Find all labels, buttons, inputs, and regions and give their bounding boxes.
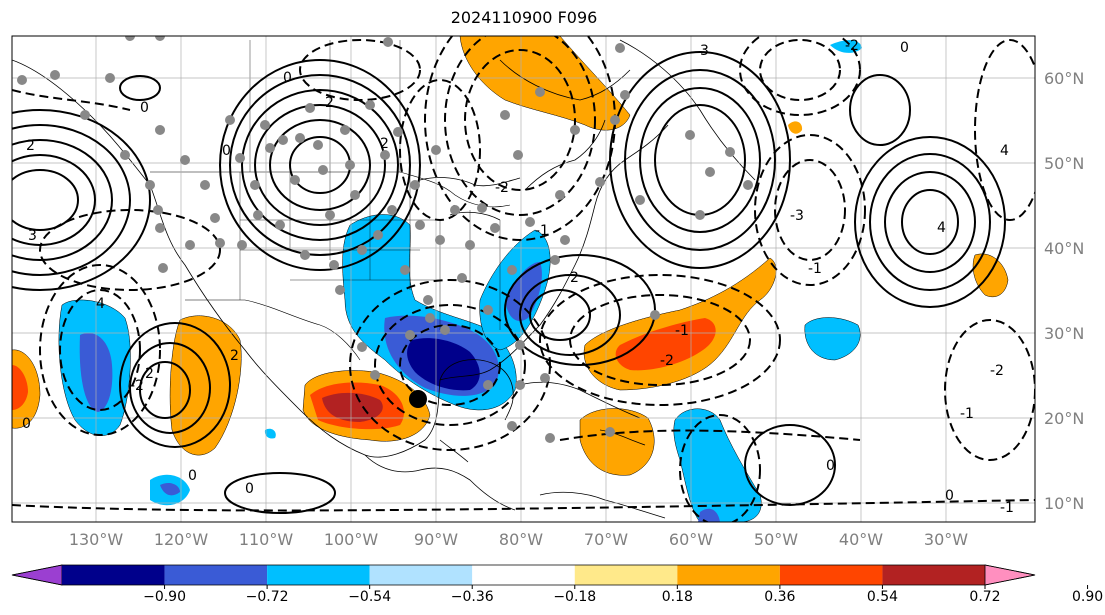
contour-label: -1 [535, 223, 549, 239]
gridlines [12, 36, 1035, 522]
map-title: 2024110900 F096 [450, 8, 598, 27]
colorbar-tick-label: −0.36 [451, 589, 494, 605]
contour-label: 3 [700, 43, 709, 59]
lon-label: 60°W [669, 530, 713, 549]
contour-label: -2 [130, 378, 144, 394]
lat-label: 20°N [1044, 409, 1084, 428]
contour-label: 4 [937, 220, 946, 236]
contour-labels: 0 0 0 0 0 0 0 0 0 2 2 2 2 4 4 3 2 3 2 -2… [22, 38, 1014, 516]
colorbar-segment [164, 565, 268, 585]
contour-label: 0 [22, 416, 31, 432]
contour-label: 0 [900, 40, 909, 56]
colorbar-segment [677, 565, 780, 585]
negative-contours [12, 36, 1035, 522]
contour-label: -2 [660, 353, 674, 369]
lon-label: 100°W [324, 530, 379, 549]
contour-label: 2 [570, 270, 579, 286]
colorbar-segment [267, 565, 370, 585]
colorbar-tick-label: 0.54 [867, 589, 898, 605]
contour-label: 0 [945, 488, 954, 504]
lon-label: 50°W [754, 530, 798, 549]
lat-label: 60°N [1044, 69, 1084, 88]
colorbar-tick-label: −0.90 [143, 589, 186, 605]
contour-label: -2 [845, 38, 859, 54]
colorbar-extend-low [11, 564, 63, 586]
colorbar-tick-label: 0.90 [1072, 589, 1103, 605]
lon-label: 110°W [239, 530, 294, 549]
colorbar-segment [62, 565, 165, 585]
contour-label: 2 [380, 136, 389, 152]
contour-label: 4 [96, 296, 105, 312]
contour-label: -2 [495, 180, 509, 196]
colorbar-tick-label: −0.18 [553, 589, 596, 605]
contour-label: -1 [675, 323, 689, 339]
colorbar-tick-label: 0.36 [764, 589, 795, 605]
colorbar-tick-label: 0.72 [969, 589, 1000, 605]
contour-label: 4 [1000, 143, 1009, 159]
lon-label: 120°W [154, 530, 209, 549]
colorbar-segment [574, 565, 678, 585]
contour-label: 0 [245, 481, 254, 497]
colorbar-outline [11, 564, 1036, 586]
colorbar-segment [472, 565, 575, 585]
contour-label: 0 [188, 468, 197, 484]
colorbar-tick-label: 0.18 [662, 589, 693, 605]
colorbar-extend-high [984, 564, 1036, 586]
colorbar-tick-label: −0.72 [246, 589, 289, 605]
lon-label: 30°W [924, 530, 968, 549]
station-dots [17, 36, 753, 443]
contour-label: 2 [325, 95, 334, 111]
contour-label: -1 [808, 261, 822, 277]
storm-marker [409, 390, 427, 408]
lon-label: 90°W [414, 530, 458, 549]
contour-label: -1 [1000, 500, 1014, 516]
colorbar-segment [369, 565, 473, 585]
contour-label: 2 [145, 366, 154, 382]
contour-label: 0 [283, 70, 292, 86]
lat-label: 50°N [1044, 154, 1084, 173]
colorbar-segment [882, 565, 985, 585]
contour-label: -1 [960, 406, 974, 422]
colorbar-segment [779, 565, 883, 585]
contour-label: 0 [826, 458, 835, 474]
lon-label: 70°W [584, 530, 628, 549]
lat-label: 30°N [1044, 324, 1084, 343]
contour-label: 2 [230, 348, 239, 364]
contour-label: 0 [140, 100, 149, 116]
lon-label: 130°W [69, 530, 124, 549]
colorbar-tick-label: −0.54 [348, 589, 391, 605]
lon-label: 40°W [839, 530, 883, 549]
lon-label: 80°W [499, 530, 543, 549]
contour-label: -3 [790, 208, 804, 224]
colorbar: −0.90 −0.72 −0.54 −0.36 −0.18 0.18 0.36 0.54 0.7… [11, 564, 1103, 605]
contour-label: 2 [26, 138, 35, 154]
lat-label: 40°N [1044, 239, 1084, 258]
contour-label: -2 [990, 363, 1004, 379]
contour-label: 3 [28, 228, 37, 244]
lat-label: 10°N [1044, 494, 1084, 513]
positive-contours [12, 51, 1006, 514]
contour-label: 0 [222, 143, 231, 159]
